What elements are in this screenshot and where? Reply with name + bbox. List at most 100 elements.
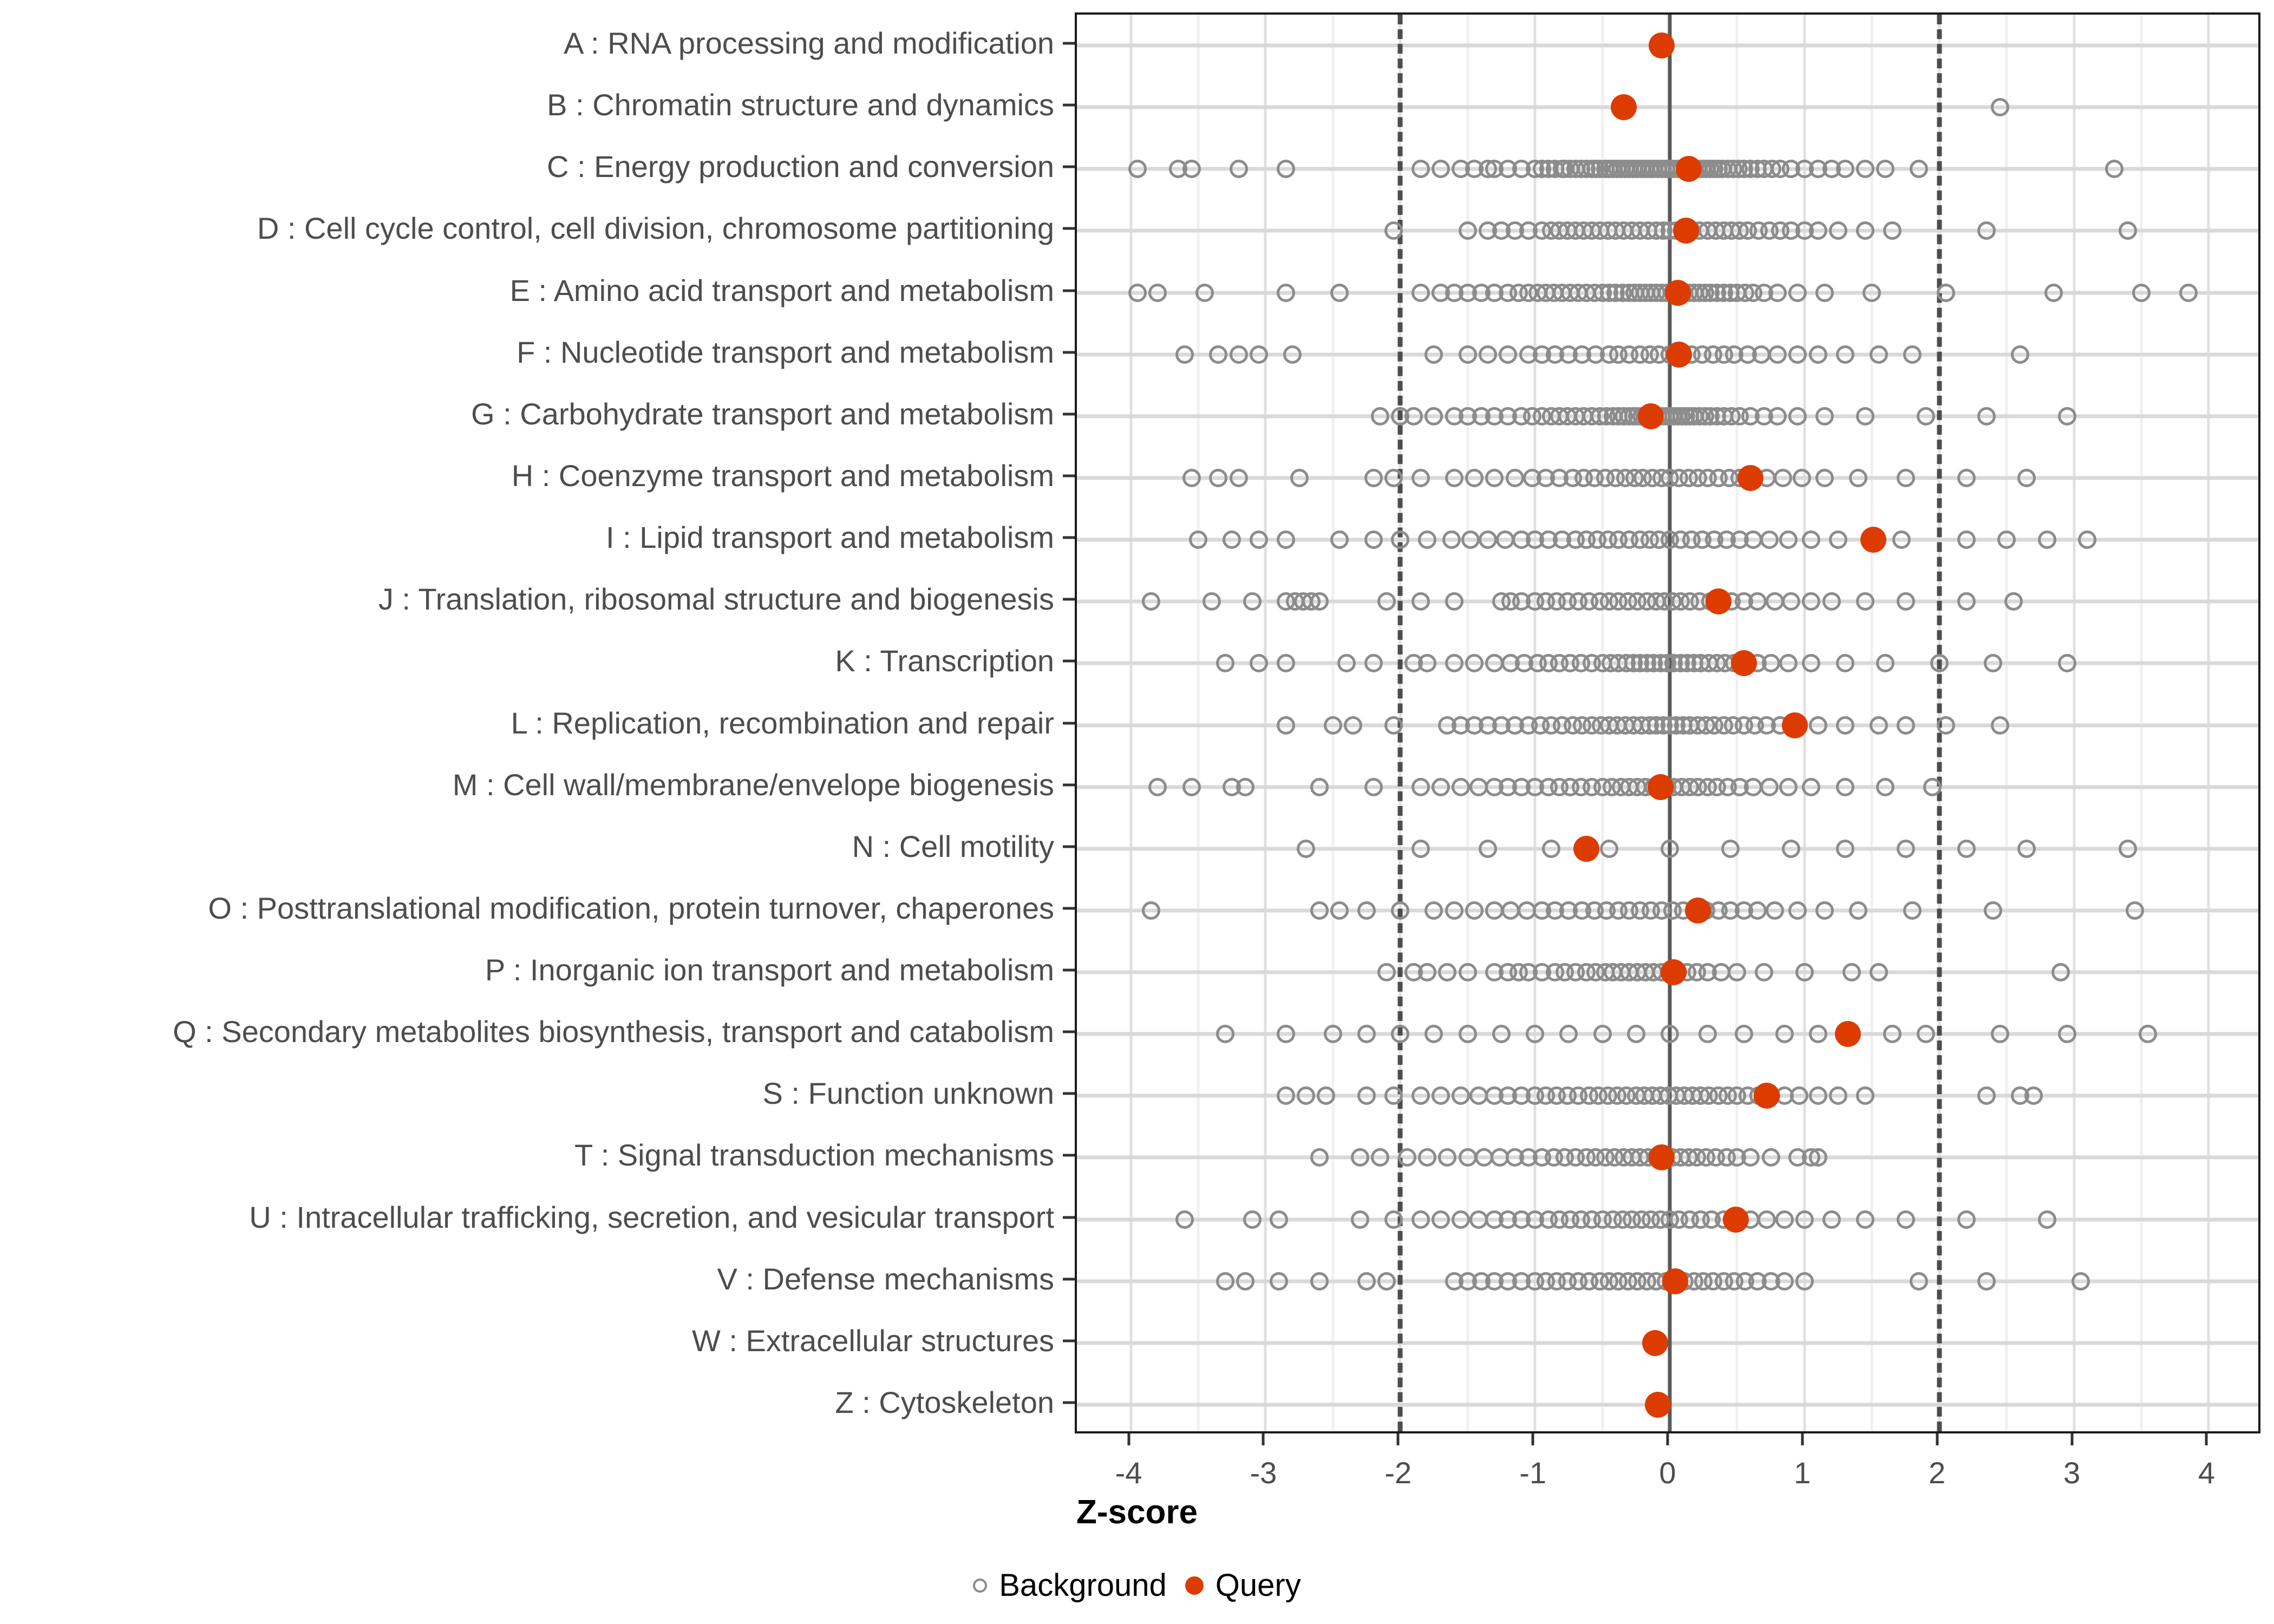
background-point	[1869, 716, 1888, 735]
horizontal-gridline	[1077, 105, 2258, 109]
background-point	[1310, 901, 1329, 920]
background-point	[1209, 468, 1228, 487]
background-point	[1270, 1210, 1289, 1229]
background-point	[1916, 407, 1935, 425]
background-point	[1835, 160, 1854, 179]
y-axis-label: C : Energy production and conversion	[547, 149, 1054, 184]
background-point	[1808, 1025, 1827, 1044]
background-point	[1661, 1025, 1679, 1044]
legend-label-background: Background	[999, 1568, 1167, 1603]
query-point	[1661, 959, 1687, 986]
y-axis-label: D : Cell cycle control, cell division, c…	[257, 211, 1054, 246]
background-point	[1855, 1086, 1874, 1105]
vertical-gridline	[2073, 15, 2076, 1431]
y-tick-mark	[1063, 165, 1075, 168]
background-point	[1802, 592, 1821, 611]
background-point	[1458, 963, 1477, 982]
x-tick-mark	[2205, 1433, 2208, 1445]
y-tick-mark	[1063, 474, 1075, 477]
query-point	[1647, 774, 1674, 800]
query-point	[1666, 341, 1693, 368]
background-point	[2058, 1025, 2077, 1044]
background-point	[2024, 1086, 2043, 1105]
background-point	[1270, 1272, 1289, 1291]
background-point	[1337, 654, 1356, 673]
vertical-gridline-minor	[1197, 15, 1200, 1431]
query-point	[1649, 1144, 1675, 1171]
background-point	[1350, 1210, 1369, 1229]
background-point	[2078, 531, 2097, 549]
background-point	[1734, 1025, 1753, 1044]
query-point	[1675, 156, 1702, 182]
background-point	[1229, 345, 1248, 364]
background-point	[1458, 221, 1477, 240]
background-point	[1835, 654, 1854, 673]
background-point	[1984, 901, 2003, 920]
background-point	[2139, 1025, 2158, 1044]
background-point	[1438, 1148, 1457, 1167]
background-point	[1766, 901, 1785, 920]
background-point	[1741, 1148, 1760, 1167]
background-point	[1182, 468, 1201, 487]
vertical-gridline-minor	[2140, 15, 2143, 1431]
y-tick-mark	[1063, 598, 1075, 601]
background-point	[1216, 1025, 1234, 1044]
y-tick-mark	[1063, 1092, 1075, 1095]
y-tick-mark	[1063, 1278, 1075, 1281]
background-point	[1977, 407, 1996, 425]
background-point	[1775, 1025, 1794, 1044]
background-point	[1789, 1086, 1808, 1105]
background-point	[2004, 592, 2023, 611]
x-tick-mark	[1262, 1433, 1265, 1445]
query-point	[1672, 218, 1699, 244]
background-point	[1855, 1210, 1874, 1229]
background-point	[1384, 716, 1403, 735]
background-point	[1768, 345, 1787, 364]
background-point	[1822, 592, 1841, 611]
y-axis-label: G : Carbohydrate transport and metabolis…	[471, 396, 1054, 431]
background-point	[1431, 1210, 1450, 1229]
y-tick-mark	[1063, 103, 1075, 107]
x-tick-mark	[1396, 1433, 1400, 1445]
background-point	[1418, 963, 1437, 982]
background-point	[1808, 716, 1827, 735]
background-point	[1957, 1210, 1976, 1229]
background-point	[1243, 1210, 1262, 1229]
background-point	[1876, 160, 1895, 179]
background-point	[1526, 1025, 1545, 1044]
query-point	[1834, 1021, 1861, 1047]
background-point	[1431, 160, 1450, 179]
background-point	[1243, 592, 1262, 611]
background-point	[1761, 654, 1780, 673]
background-point	[1283, 345, 1302, 364]
legend-label-query: Query	[1215, 1568, 1301, 1603]
background-point	[1141, 592, 1160, 611]
background-point	[1748, 592, 1767, 611]
background-point	[1829, 221, 1848, 240]
background-point	[2017, 839, 2036, 858]
background-point	[1411, 592, 1430, 611]
background-point	[1175, 1210, 1194, 1229]
background-point	[1357, 901, 1376, 920]
background-point	[2105, 160, 2124, 179]
background-point	[1788, 901, 1807, 920]
background-point	[1849, 468, 1868, 487]
background-point	[1445, 901, 1463, 920]
open-circle-icon	[973, 1578, 988, 1593]
background-point	[1779, 777, 1798, 796]
background-point	[1802, 777, 1821, 796]
background-point	[1990, 98, 2009, 117]
background-point	[1835, 839, 1854, 858]
background-point	[1458, 1025, 1477, 1044]
background-point	[1808, 221, 1827, 240]
background-point	[1175, 345, 1194, 364]
vertical-gridline	[1129, 15, 1133, 1431]
background-point	[1910, 160, 1929, 179]
background-point	[1276, 654, 1295, 673]
background-point	[1310, 592, 1329, 611]
background-point	[1829, 531, 1848, 549]
background-point	[2072, 1272, 2090, 1291]
y-tick-mark	[1063, 722, 1075, 724]
background-point	[1229, 160, 1248, 179]
background-point	[1276, 160, 1295, 179]
